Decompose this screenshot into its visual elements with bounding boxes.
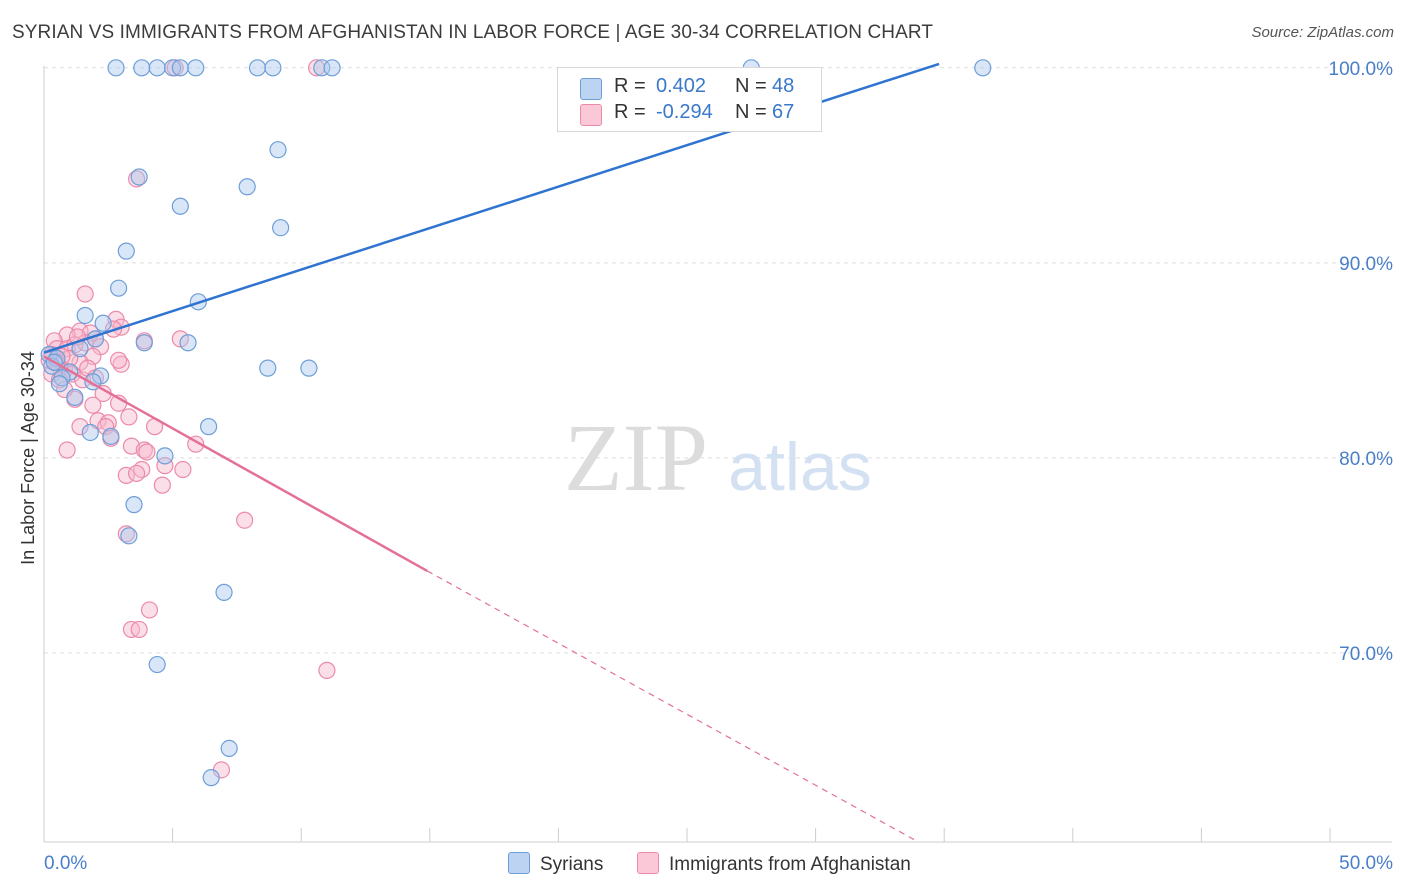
data-point-afghanistan — [84, 396, 102, 414]
data-point-syrians — [148, 655, 166, 674]
data-point-syrians — [202, 769, 220, 787]
data-point-syrians — [272, 219, 290, 237]
data-point-afghanistan — [171, 330, 189, 348]
data-point-syrians — [120, 527, 138, 545]
data-point-syrians — [76, 306, 94, 325]
data-point-syrians — [109, 279, 128, 297]
bottom-legend-label-syrians: Syrians — [540, 854, 604, 875]
y-tick-label: 90.0% — [1339, 254, 1393, 275]
data-point-afghanistan — [130, 620, 148, 639]
legend-swatch-afghanistan — [580, 104, 602, 126]
data-point-syrians — [148, 59, 166, 77]
legend-r-value: -0.294 — [656, 101, 713, 123]
data-point-afghanistan — [109, 351, 128, 369]
data-point-syrians — [264, 59, 282, 77]
bottom-legend-afghanistan: Immigrants from Afghanistan — [637, 852, 911, 876]
regression-extension-afghanistan — [426, 570, 919, 843]
data-point-afghanistan — [122, 437, 141, 455]
legend-n-value: 67 — [772, 101, 795, 123]
data-point-syrians — [133, 59, 151, 77]
legend-swatch-syrians — [580, 78, 602, 100]
bottom-legend-syrians: Syrians — [508, 852, 603, 876]
data-point-afghanistan — [318, 661, 336, 679]
watermark-zip: ZIP — [564, 404, 708, 511]
watermark-atlas: atlas — [728, 429, 872, 505]
data-point-afghanistan — [138, 443, 156, 461]
bottom-legend-swatch-afghanistan — [637, 852, 659, 874]
series-syrians-points — [40, 59, 992, 787]
data-point-afghanistan — [135, 441, 153, 459]
data-point-syrians — [66, 388, 84, 406]
legend-r-label: R = — [614, 75, 646, 97]
data-point-afghanistan — [153, 476, 171, 494]
data-point-syrians — [50, 375, 69, 393]
legend-n-label: N = — [735, 75, 767, 97]
y-axis-label: In Labor Force | Age 30-34 — [18, 351, 38, 565]
regression-line-afghanistan — [43, 355, 428, 573]
data-point-afghanistan — [140, 601, 159, 619]
x-tick-label: 0.0% — [44, 853, 87, 874]
data-point-syrians — [117, 242, 135, 260]
data-point-syrians — [102, 427, 120, 445]
legend-n-label: N = — [735, 101, 767, 123]
data-point-afghanistan — [127, 170, 146, 188]
data-point-afghanistan — [58, 441, 76, 459]
data-point-syrians — [323, 59, 341, 77]
data-point-syrians — [200, 418, 218, 436]
data-point-syrians — [94, 314, 112, 332]
data-point-syrians — [171, 197, 189, 215]
data-point-afghanistan — [174, 460, 192, 479]
y-tick-label: 80.0% — [1339, 449, 1393, 470]
data-point-afghanistan — [76, 285, 94, 303]
source-label: Source: ZipAtlas.com — [1251, 24, 1394, 41]
data-point-afghanistan — [120, 408, 138, 426]
correlation-legend: R = 0.402 N = 48 R = -0.294 N = 67 — [557, 67, 822, 132]
data-point-syrians — [974, 59, 992, 77]
axes — [43, 66, 1392, 843]
legend-n-value: 48 — [772, 75, 795, 97]
x-tick-label: 50.0% — [1339, 853, 1393, 874]
chart-title: SYRIAN VS IMMIGRANTS FROM AFGHANISTAN IN… — [12, 22, 934, 43]
data-point-syrians — [81, 423, 99, 442]
data-point-syrians — [269, 141, 287, 159]
watermark: ZIP atlas — [564, 404, 872, 511]
data-point-syrians — [220, 739, 238, 757]
gridlines — [44, 67, 1392, 654]
data-point-afghanistan — [236, 511, 254, 529]
data-point-syrians — [107, 59, 125, 77]
bottom-legend-swatch-syrians — [508, 852, 530, 874]
y-tick-label: 100.0% — [1329, 59, 1394, 80]
bottom-legend-label-afghanistan: Immigrants from Afghanistan — [669, 854, 911, 875]
data-point-syrians — [179, 334, 197, 352]
data-point-syrians — [135, 334, 153, 352]
data-point-syrians — [300, 359, 318, 377]
data-point-syrians — [125, 496, 143, 514]
legend-r-label: R = — [614, 101, 646, 123]
data-point-afghanistan — [117, 466, 135, 484]
data-point-syrians — [187, 59, 205, 77]
data-point-syrians — [130, 168, 148, 186]
y-tick-label: 70.0% — [1339, 644, 1393, 665]
data-point-syrians — [156, 447, 174, 465]
data-point-afghanistan — [71, 418, 89, 436]
series-afghanistan-points — [40, 59, 336, 779]
data-point-afghanistan — [156, 457, 174, 475]
tick-labels: 70.0% 80.0% 90.0% 100.0% 0.0% 50.0% — [44, 59, 1393, 874]
data-point-syrians — [238, 178, 256, 196]
data-point-syrians — [248, 59, 267, 77]
data-point-syrians — [259, 359, 277, 377]
legend-r-value: 0.402 — [656, 75, 707, 97]
data-point-afghanistan — [127, 464, 146, 483]
data-point-syrians — [171, 59, 189, 77]
data-point-syrians — [215, 583, 233, 601]
data-point-afghanistan — [117, 525, 135, 543]
